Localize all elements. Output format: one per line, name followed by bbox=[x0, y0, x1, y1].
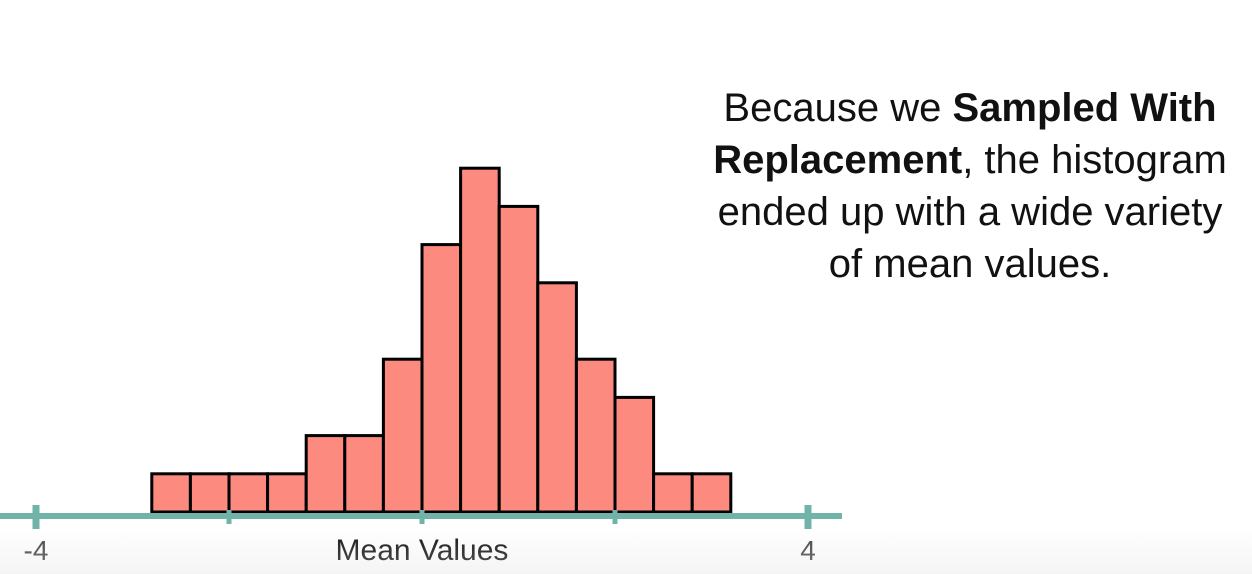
histogram-bar-0 bbox=[150, 472, 192, 514]
x-axis-ticks bbox=[32, 505, 812, 529]
histogram-bar-13 bbox=[652, 472, 694, 514]
caption-line-2-rest: , the histogram bbox=[962, 138, 1227, 182]
histogram-bar-8 bbox=[459, 166, 501, 514]
histogram-bar-9 bbox=[497, 204, 540, 514]
caption-text: Because we Sampled With Replacement, the… bbox=[630, 82, 1252, 290]
histogram-bar-3 bbox=[266, 472, 308, 514]
x-tick-label-0: -4 bbox=[24, 535, 49, 566]
x-axis-tick-labels: -4 4 bbox=[24, 535, 816, 566]
histogram-bar-1 bbox=[188, 472, 231, 514]
histogram-bar-5 bbox=[343, 434, 385, 514]
caption-line-2: Replacement, the histogram bbox=[630, 134, 1252, 186]
histogram-bar-11 bbox=[574, 357, 617, 514]
histogram-bars bbox=[150, 166, 733, 514]
histogram-bar-2 bbox=[227, 472, 270, 514]
histogram-bar-4 bbox=[304, 434, 347, 514]
caption-line-4: of mean values. bbox=[828, 242, 1112, 286]
caption-line-1: Because we Sampled With bbox=[630, 82, 1252, 134]
caption-lead: Because we bbox=[723, 86, 953, 130]
caption-line-3: ended up with a wide variety bbox=[717, 190, 1223, 234]
histogram-bar-14 bbox=[690, 472, 733, 514]
histogram-bar-12 bbox=[613, 395, 656, 514]
caption-bold-1: Sampled With bbox=[952, 86, 1217, 130]
x-axis-label: Mean Values bbox=[336, 534, 509, 567]
histogram-bar-6 bbox=[381, 357, 424, 514]
x-tick-label-4: 4 bbox=[800, 535, 816, 566]
histogram-bar-7 bbox=[420, 243, 463, 514]
caption-bold-2: Replacement bbox=[713, 138, 963, 182]
histogram-bar-10 bbox=[536, 281, 578, 514]
